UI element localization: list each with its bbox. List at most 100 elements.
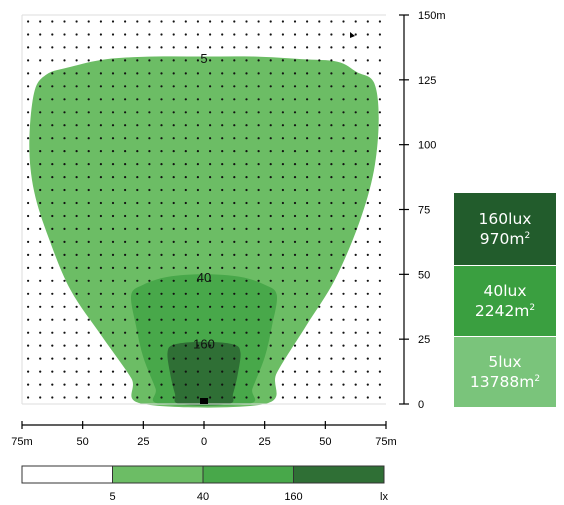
grid-point [257,20,260,23]
grid-point [27,176,30,179]
grid-point [221,188,224,192]
grid-point [124,98,127,101]
grid-point [124,111,127,114]
grid-point [209,46,212,49]
grid-point [87,188,90,192]
grid-point [209,318,212,321]
grid-point [111,318,115,321]
grid-point [233,240,236,243]
grid-point [63,98,66,101]
grid-point [281,137,284,140]
grid-point [111,201,115,205]
grid-point [318,344,321,347]
grid-point [269,292,272,295]
grid-point [136,240,139,243]
grid-point [354,176,357,179]
grid-point [184,318,187,321]
grid-point [172,279,175,282]
grid-point [269,318,272,321]
grid-point [378,344,381,347]
grid-point [160,318,163,321]
grid-point [245,253,248,256]
grid-point [63,85,66,88]
grid-point [148,176,151,179]
grid-point [257,163,260,166]
grid-point [221,292,224,295]
grid-point [51,59,54,62]
grid-point [342,370,345,373]
grid-point [87,266,90,269]
grid-point [99,124,102,127]
grid-point [306,253,309,256]
grid-point [330,150,333,153]
legend-area: 2242m [474,302,530,320]
grid-point [366,124,369,127]
grid-point [75,20,78,23]
grid-point [196,176,199,179]
grid-point [75,201,78,205]
grid-point [63,150,66,153]
grid-point [39,227,42,230]
grid-point [99,383,102,386]
grid-point [99,20,102,23]
grid-point [160,98,163,101]
grid-point [293,344,297,347]
grid-point [196,59,199,62]
grid-point [27,227,30,230]
grid-point [269,396,272,399]
grid-point [330,331,333,334]
grid-point [160,292,163,295]
grid-point [366,137,369,140]
grid-point [111,59,115,62]
grid-point [221,111,224,114]
grid-point [209,176,212,179]
grid-point [366,20,369,23]
grid-point [136,396,139,399]
grid-point [245,85,248,88]
y-tick-label: 100 [418,140,436,152]
grid-point [160,20,163,23]
grid-point [221,305,224,308]
grid-point [136,85,139,88]
grid-point [99,318,102,321]
grid-point [330,279,333,282]
grid-point [306,214,309,218]
grid-point [172,266,175,269]
grid-point [39,253,42,256]
grid-point [257,292,260,295]
grid-point [136,124,139,127]
grid-point [99,266,102,269]
grid-point [378,279,381,282]
grid-point [318,137,321,140]
grid-point [378,396,381,399]
grid-point [245,124,248,127]
legend-lux: 5lux [488,353,522,371]
grid-point [342,396,345,399]
grid-point [111,240,115,243]
grid-point [293,59,297,62]
grid-point [99,59,102,62]
grid-point [124,33,127,36]
grid-point [354,383,357,386]
grid-point [281,214,284,218]
grid-point [306,111,309,114]
grid-point [87,150,90,153]
grid-point [269,214,272,218]
grid-point [27,137,30,140]
grid-point [27,163,30,166]
grid-point [51,188,54,192]
grid-point [39,176,42,179]
grid-point [318,72,321,75]
north-marker [350,32,355,38]
grid-point [221,85,224,88]
grid-point [136,150,139,153]
grid-point [136,318,139,321]
grid-point [330,214,333,218]
grid-point [366,176,369,179]
grid-point [245,163,248,166]
grid-point [124,396,127,399]
grid-point [184,396,187,399]
grid-point [99,98,102,101]
grid-point [136,163,139,166]
